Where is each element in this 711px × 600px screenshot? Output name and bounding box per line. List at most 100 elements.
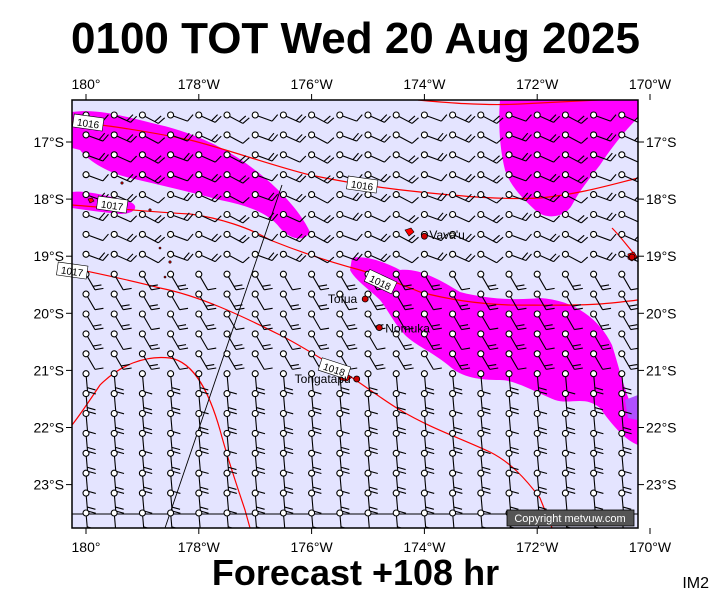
wind-barb (590, 250, 617, 261)
wind-barb (420, 429, 435, 455)
wind-barb (308, 191, 335, 204)
wind-barb (336, 390, 350, 415)
wind-barb (223, 370, 237, 395)
lat-label-left: 21°S (33, 362, 64, 378)
wind-barb (561, 151, 589, 164)
wind-barb (449, 449, 463, 475)
wind-barb (420, 210, 448, 222)
wind-barb (251, 230, 279, 242)
wind-barb (110, 230, 138, 243)
wind-barb (364, 171, 391, 183)
wind-barb (505, 330, 527, 351)
wind-barb (392, 350, 414, 370)
wind-barb (195, 151, 222, 163)
wind-barb (110, 151, 138, 163)
wind-barb (449, 350, 471, 370)
wind-barb (167, 230, 194, 242)
wind-barb (138, 350, 160, 370)
wind-barb (364, 230, 391, 243)
wind-barb (420, 330, 442, 351)
wind-barb (279, 131, 307, 143)
wind-barb (195, 489, 209, 514)
wind-barb (82, 171, 109, 182)
wind-barb (167, 449, 181, 475)
wind-barb (279, 230, 307, 243)
lat-label-left: 19°S (33, 248, 64, 264)
wind-barb (110, 270, 132, 291)
wind-barb (364, 191, 391, 203)
wind-barb (110, 171, 138, 183)
wind-barb (308, 230, 335, 244)
wind-barb (336, 330, 358, 351)
wind-barb (618, 330, 638, 351)
wind-barb (308, 151, 335, 164)
wind-barb (110, 111, 138, 123)
wind-barb (279, 171, 307, 183)
wind-barb (618, 449, 632, 475)
wind-barb (82, 449, 96, 475)
wind-barb (138, 230, 166, 244)
wind-barb (195, 210, 222, 223)
wind-barb (618, 230, 638, 243)
wind-barb (251, 250, 279, 261)
wind-barb (449, 290, 471, 311)
wind-barb (251, 151, 279, 162)
wind-barb (308, 330, 330, 351)
wind-barb (279, 151, 307, 163)
lon-label-bottom: 172°W (516, 539, 559, 555)
svg-text:1017: 1017 (100, 200, 124, 214)
wind-barb (392, 210, 419, 224)
wind-barb (138, 290, 160, 311)
wind-barb (392, 151, 419, 164)
place-label: Nomuka (385, 322, 430, 336)
wind-barb (251, 270, 273, 291)
wind-barb (449, 151, 476, 163)
wind-barb (618, 310, 638, 331)
wind-barb (308, 489, 322, 514)
wind-barb (308, 111, 335, 124)
wind-barb (138, 191, 166, 204)
wind-barb (477, 270, 499, 291)
wind-barb (533, 330, 555, 351)
wind-barb (449, 310, 471, 331)
wind-barb (533, 370, 548, 395)
wind-barb (533, 409, 548, 435)
wind-barb (561, 111, 589, 124)
wind-barb (167, 290, 189, 311)
wind-barb (561, 290, 583, 311)
wind-barb (477, 210, 504, 224)
wind-barb (505, 429, 519, 455)
wind-barb (618, 409, 632, 435)
wind-barb (167, 151, 194, 162)
wind-barb (590, 370, 604, 395)
wind-barb (167, 250, 194, 261)
wind-barb (561, 210, 589, 224)
wind-barb (336, 310, 358, 331)
wind-barb (392, 250, 419, 264)
wind-barb (110, 330, 132, 351)
lat-label-right: 23°S (646, 477, 677, 493)
wind-barb (308, 370, 322, 395)
wind-barb (110, 350, 132, 370)
wind-barb (364, 210, 391, 223)
wind-barb (590, 210, 617, 222)
wind-barb (505, 230, 532, 242)
wind-barb (110, 131, 138, 143)
wind-barb (561, 370, 576, 395)
wind-barb (82, 290, 104, 311)
island-marker (628, 253, 636, 261)
wind-barb (590, 290, 612, 311)
wind-barb (195, 350, 217, 370)
lat-label-left: 18°S (33, 191, 64, 207)
wind-barb (505, 350, 527, 370)
wind-barb (420, 370, 435, 395)
wind-barb (336, 131, 363, 142)
place-label: Vava'u (429, 228, 464, 242)
wind-barb (618, 390, 632, 415)
wind-barb (82, 370, 96, 395)
wind-barb (533, 230, 561, 243)
place-marker: Vava'u (420, 228, 465, 242)
lon-label-top: 170°W (629, 76, 672, 92)
lon-label-top: 172°W (516, 76, 559, 92)
wind-barb (110, 409, 125, 435)
